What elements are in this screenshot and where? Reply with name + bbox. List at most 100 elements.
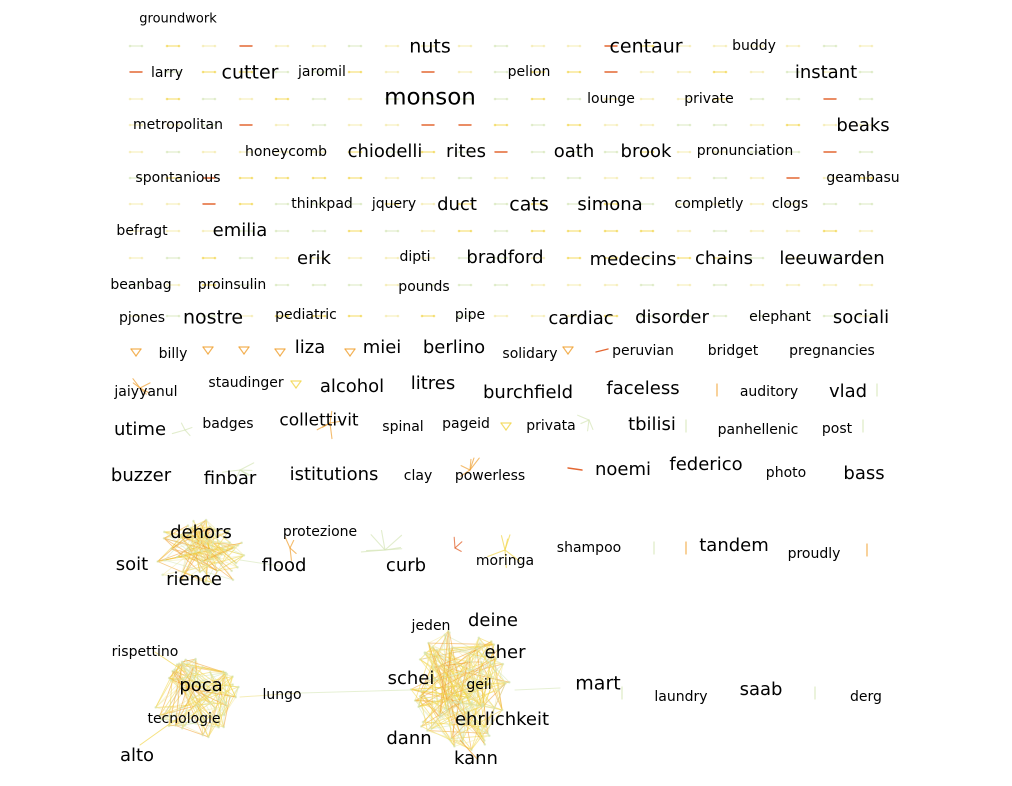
graph-node [286, 176, 290, 180]
graph-node [311, 123, 315, 127]
graph-node [201, 123, 205, 127]
graph-edge [170, 679, 211, 705]
graph-node [359, 44, 363, 48]
graph-node [785, 123, 789, 127]
graph-node [724, 283, 728, 287]
graph-node [204, 518, 208, 522]
graph-node [158, 714, 162, 717]
graph-node [651, 202, 655, 206]
graph-edge [500, 535, 506, 551]
graph-node [870, 150, 874, 154]
word-laundry: laundry [654, 689, 708, 705]
graph-node [797, 123, 801, 127]
graph-node [359, 229, 363, 233]
graph-node [469, 44, 473, 48]
graph-node [615, 283, 619, 287]
graph-node [359, 70, 363, 74]
graph-node [225, 672, 229, 676]
graph-node [468, 696, 472, 699]
graph-node [712, 314, 716, 318]
graph-node [420, 314, 424, 318]
graph-edge [439, 630, 449, 715]
graph-node [274, 70, 278, 74]
word-collettivit: collettivit [279, 410, 359, 431]
graph-node [493, 283, 497, 287]
graph-node [578, 176, 582, 180]
graph-node [128, 314, 132, 318]
graph-node [274, 314, 278, 318]
graph-node [870, 176, 874, 180]
graph-node [749, 256, 753, 260]
graph-node [761, 314, 765, 318]
graph-node [688, 176, 692, 180]
graph-node [712, 256, 716, 260]
graph-node [212, 532, 216, 536]
graph-node [384, 283, 388, 287]
graph-node [566, 229, 570, 233]
graph-node [822, 314, 826, 318]
word-metropolitan: metropolitan [133, 117, 223, 133]
word-beanbag: beanbag [110, 277, 172, 293]
graph-node [615, 150, 619, 154]
graph-node [140, 283, 144, 287]
graph-node [212, 528, 216, 531]
graph-edge [135, 348, 142, 357]
word-centaur: centaur [609, 35, 683, 58]
graph-node [530, 44, 534, 48]
graph-node [195, 682, 199, 686]
graph-node [485, 680, 489, 683]
graph-node [240, 541, 243, 545]
graph-node [676, 150, 680, 154]
graph-node [469, 229, 473, 233]
graph-node [347, 202, 351, 206]
graph-edge [329, 422, 333, 440]
graph-node [217, 725, 220, 729]
graph-node [177, 176, 181, 180]
graph-edge [139, 719, 176, 746]
graph-node [238, 70, 242, 74]
word-curb: curb [385, 555, 427, 576]
graph-node [217, 698, 220, 701]
graph-node [785, 44, 789, 48]
graph-node [797, 256, 801, 260]
graph-node [822, 44, 826, 48]
graph-node [492, 643, 496, 646]
graph-edge [459, 701, 490, 737]
graph-edge [322, 422, 331, 428]
graph-node [505, 314, 509, 318]
graph-node [222, 670, 225, 673]
graph-edge [430, 682, 506, 730]
graph-node [323, 202, 327, 206]
graph-node [250, 256, 254, 260]
graph-node [220, 553, 223, 556]
graph-node [447, 694, 450, 697]
graph-node [186, 547, 189, 550]
graph-node [834, 44, 838, 48]
graph-node [542, 123, 546, 127]
graph-node [274, 44, 278, 48]
graph-node [615, 202, 619, 206]
graph-edge [577, 414, 590, 421]
graph-node [712, 123, 716, 127]
graph-node [323, 176, 327, 180]
graph-node [432, 314, 436, 318]
graph-node [688, 123, 692, 127]
word-tbilisi: tbilisi [628, 414, 676, 435]
graph-edge [199, 541, 209, 562]
graph-node [478, 642, 482, 645]
word-dipti: dipti [399, 249, 431, 265]
word-bridget: bridget [707, 343, 759, 359]
graph-node [639, 202, 643, 206]
graph-node [761, 123, 765, 127]
graph-node [615, 176, 619, 180]
graph-node [469, 176, 473, 180]
graph-node [676, 70, 680, 74]
graph-edge [188, 528, 215, 535]
graph-node [178, 580, 182, 583]
graph-node [639, 97, 643, 101]
word-brook: brook [620, 141, 672, 162]
graph-edge [161, 718, 220, 728]
graph-edge [580, 419, 590, 425]
graph-edge [290, 380, 297, 389]
graph-node [469, 70, 473, 74]
